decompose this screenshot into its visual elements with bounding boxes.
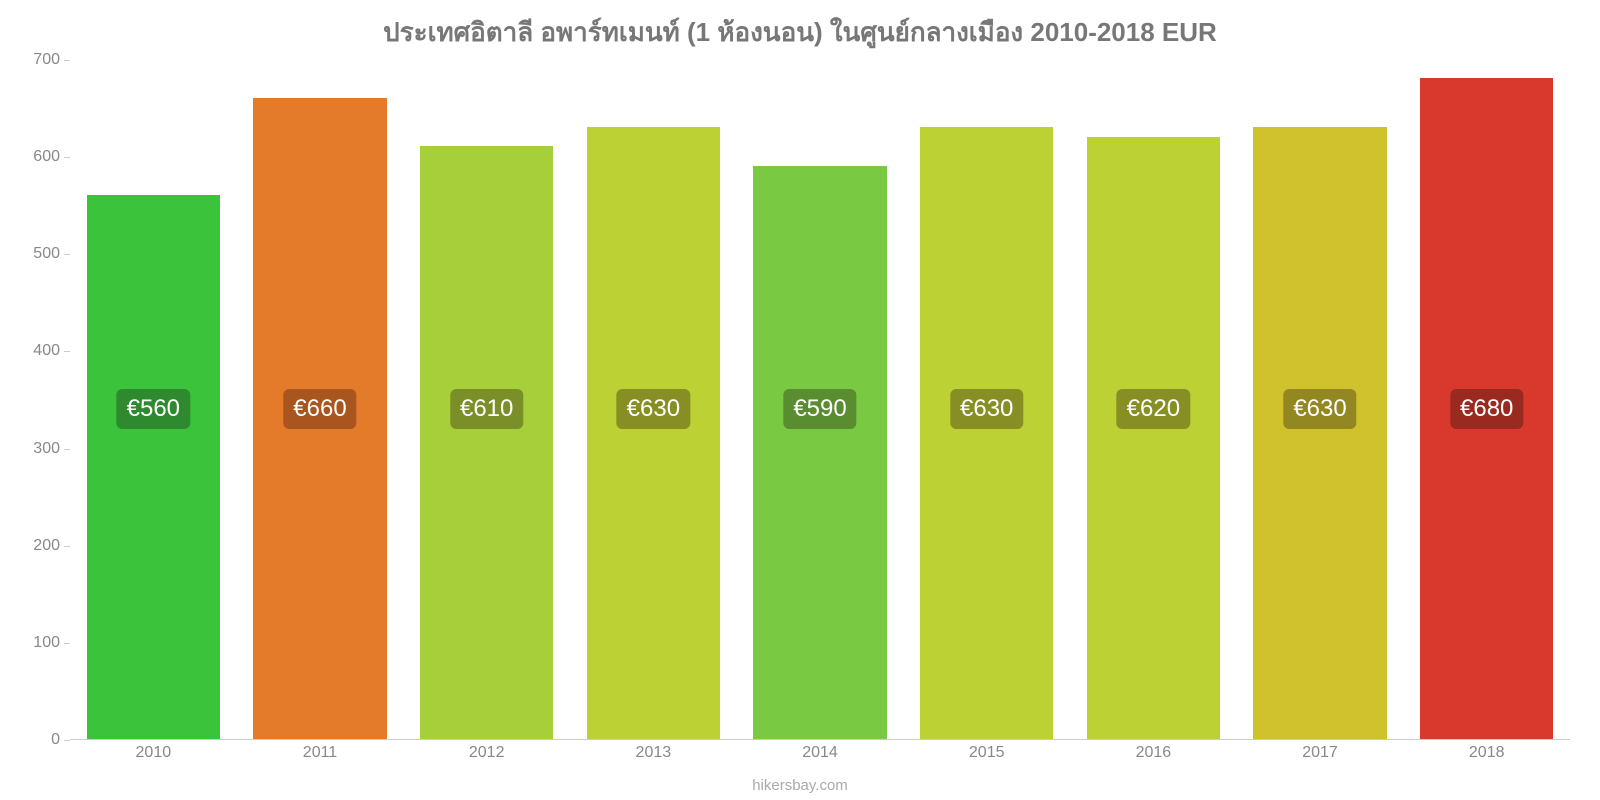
x-tick-label: 2013 [570, 744, 737, 762]
bar-slot: €630 [903, 60, 1070, 739]
x-tick-label: 2018 [1403, 744, 1570, 762]
value-badge: €590 [783, 389, 856, 429]
value-badge: €680 [1450, 389, 1523, 429]
bar: €660 [253, 98, 386, 739]
x-tick-label: 2015 [903, 744, 1070, 762]
y-tick-mark [64, 351, 70, 352]
x-tick-label: 2016 [1070, 744, 1237, 762]
bar: €610 [420, 146, 553, 739]
value-badge: €660 [283, 389, 356, 429]
bar-slot: €590 [737, 60, 904, 739]
y-tick-mark [64, 643, 70, 644]
x-tick-label: 2011 [237, 744, 404, 762]
bar-slot: €620 [1070, 60, 1237, 739]
chart-title: ประเทศอิตาลี อพาร์ทเมนท์ (1 ห้องนอน) ในศ… [0, 12, 1600, 53]
y-tick-label: 100 [20, 634, 60, 652]
bar: €630 [587, 127, 720, 739]
value-badge: €630 [617, 389, 690, 429]
bar-slot: €660 [237, 60, 404, 739]
bar: €680 [1420, 78, 1553, 739]
y-tick-mark [64, 449, 70, 450]
y-tick-mark [64, 254, 70, 255]
x-axis-labels: 201020112012201320142015201620172018 [70, 744, 1570, 762]
value-badge: €620 [1117, 389, 1190, 429]
y-tick-label: 0 [20, 731, 60, 749]
bar: €620 [1087, 137, 1220, 739]
y-tick-label: 200 [20, 537, 60, 555]
x-tick-label: 2017 [1237, 744, 1404, 762]
bars-container: €560 €660 €610 €630 €590 €630 €620 €630 €680 [70, 60, 1570, 739]
bar-slot: €680 [1403, 60, 1570, 739]
y-tick-mark [64, 60, 70, 61]
y-tick-mark [64, 546, 70, 547]
bar: €630 [1253, 127, 1386, 739]
y-tick-label: 500 [20, 245, 60, 263]
y-tick-label: 300 [20, 440, 60, 458]
bar-slot: €610 [403, 60, 570, 739]
bar-chart: ประเทศอิตาลี อพาร์ทเมนท์ (1 ห้องนอน) ในศ… [0, 0, 1600, 800]
y-tick-mark [64, 157, 70, 158]
y-tick-label: 400 [20, 342, 60, 360]
y-tick-mark [64, 740, 70, 741]
y-tick-label: 700 [20, 51, 60, 69]
bar-slot: €630 [1237, 60, 1404, 739]
x-tick-label: 2014 [737, 744, 904, 762]
plot-area: €560€660€610€630€590€630€620€630€680 010… [70, 60, 1570, 740]
value-badge: €560 [117, 389, 190, 429]
x-tick-label: 2010 [70, 744, 237, 762]
source-label: hikersbay.com [0, 777, 1600, 794]
value-badge: €630 [1283, 389, 1356, 429]
x-tick-label: 2012 [403, 744, 570, 762]
value-badge: €610 [450, 389, 523, 429]
bar: €630 [920, 127, 1053, 739]
value-badge: €630 [950, 389, 1023, 429]
bar-slot: €560 [70, 60, 237, 739]
bar-slot: €630 [570, 60, 737, 739]
bar: €560 [87, 195, 220, 739]
y-tick-label: 600 [20, 148, 60, 166]
bar: €590 [753, 166, 886, 739]
